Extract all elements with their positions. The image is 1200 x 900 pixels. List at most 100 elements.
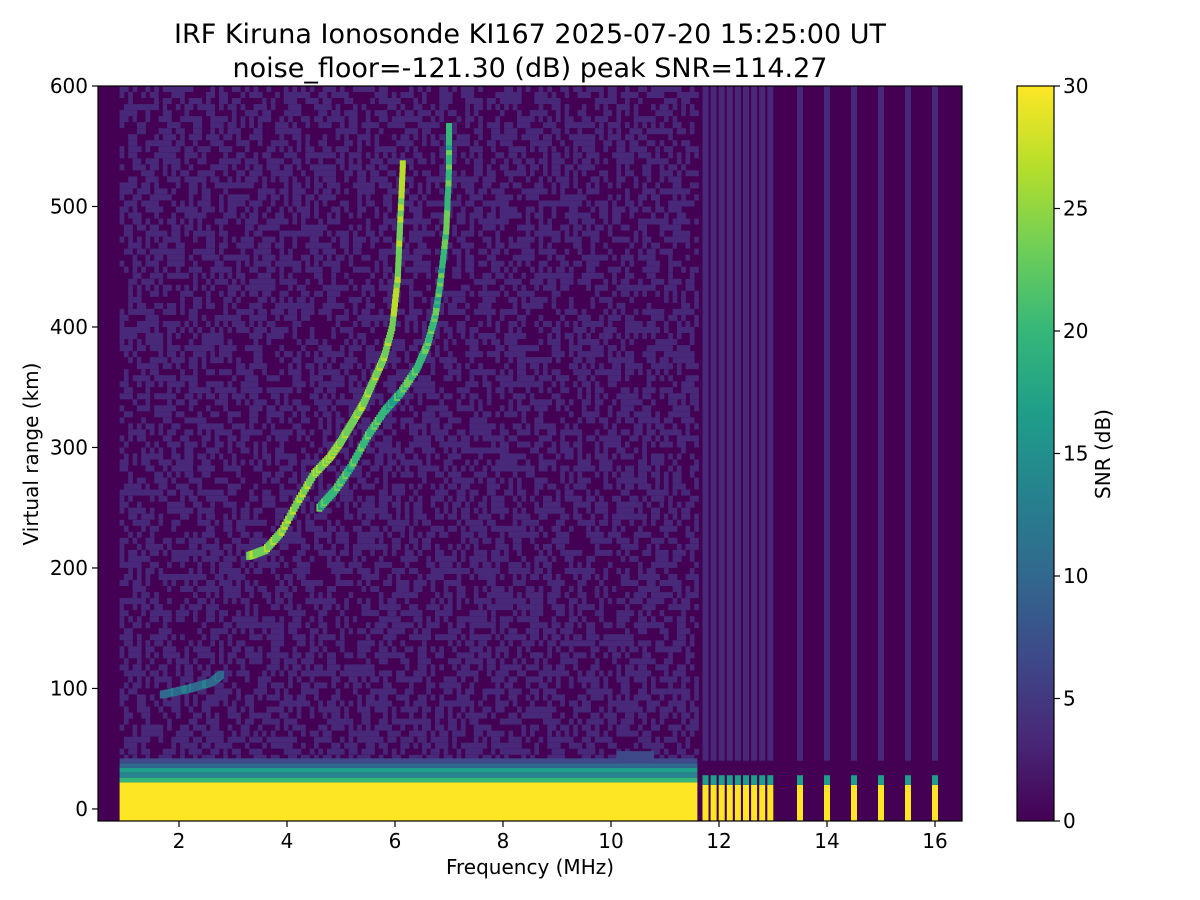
noise-cell <box>283 736 289 743</box>
noise-cell <box>409 706 414 713</box>
noise-cell <box>383 495 388 502</box>
noise-cell <box>283 399 289 406</box>
noise-cell <box>331 549 336 556</box>
noise-cell <box>378 98 384 104</box>
noise-cell <box>391 706 397 713</box>
noise-cell <box>370 483 375 490</box>
noise-cell <box>171 92 177 98</box>
noise-cell <box>279 302 285 309</box>
noise-cell <box>331 513 336 520</box>
noise-cell <box>223 278 228 285</box>
noise-cell <box>396 694 401 701</box>
noise-cell <box>387 465 393 472</box>
noise-cell <box>435 278 440 285</box>
noise-cell <box>335 302 341 309</box>
noise-cell <box>452 110 457 117</box>
noise-cell <box>119 537 125 544</box>
noise-cell <box>257 688 263 695</box>
noise-cell <box>210 658 215 665</box>
noise-cell <box>279 260 285 267</box>
noise-cell <box>197 652 203 659</box>
noise-cell <box>123 224 129 231</box>
noise-cell <box>227 236 233 243</box>
noise-cell <box>128 513 133 520</box>
noise-cell <box>167 194 172 201</box>
noise-cell <box>244 345 250 352</box>
noise-cell <box>123 598 129 605</box>
noise-cell <box>322 345 328 352</box>
noise-cell <box>422 387 427 394</box>
noise-cell <box>387 670 393 677</box>
noise-cell <box>292 495 298 502</box>
noise-cell <box>391 604 397 611</box>
noise-cell <box>443 339 449 345</box>
noise-cell <box>344 543 349 550</box>
noise-cell <box>158 345 164 352</box>
noise-cell <box>266 357 272 364</box>
noise-cell <box>460 495 466 502</box>
noise-cell <box>348 272 354 279</box>
noise-cell <box>262 314 267 321</box>
noise-cell <box>249 700 254 707</box>
noise-cell <box>318 164 323 171</box>
noise-cell <box>266 194 272 201</box>
noise-cell <box>219 387 224 394</box>
noise-cell <box>141 266 146 273</box>
noise-cell <box>223 670 228 677</box>
noise-cell <box>249 224 254 231</box>
noise-cell <box>279 278 285 285</box>
noise-cell <box>322 308 328 315</box>
noise-cell <box>409 441 414 448</box>
noise-cell <box>339 236 345 243</box>
noise-cell <box>409 718 414 725</box>
noise-cell <box>301 254 306 261</box>
noise-cell <box>292 411 298 418</box>
noise-cell <box>167 724 172 731</box>
noise-cell <box>322 369 328 376</box>
noise-cell <box>206 459 211 466</box>
noise-cell <box>439 212 444 219</box>
noise-cell <box>219 694 224 701</box>
noise-cell <box>318 266 323 273</box>
noise-cell <box>253 170 259 177</box>
noise-cell <box>219 604 224 611</box>
noise-cell <box>223 236 228 243</box>
noise-cell <box>253 351 259 358</box>
noise-cell <box>435 507 440 514</box>
noise-cell <box>231 459 237 466</box>
noise-cell <box>266 242 272 249</box>
noise-cell <box>443 586 449 592</box>
noise-cell <box>348 700 354 707</box>
noise-cell <box>374 260 380 267</box>
noise-cell <box>400 531 406 538</box>
noise-cell <box>158 357 164 364</box>
noise-cell <box>322 507 328 514</box>
noise-cell <box>175 712 181 719</box>
noise-cell <box>456 652 462 659</box>
noise-cell <box>383 272 388 279</box>
noise-cell <box>167 640 172 647</box>
noise-cell <box>158 610 164 617</box>
noise-cell <box>374 664 380 671</box>
noise-cell <box>292 92 298 98</box>
noise-cell <box>314 200 319 207</box>
noise-cell <box>219 140 224 147</box>
noise-cell <box>309 592 315 599</box>
noise-cell <box>439 387 444 394</box>
noise-cell <box>128 555 133 562</box>
noise-cell <box>391 357 397 364</box>
noise-cell <box>439 218 444 225</box>
noise-cell <box>460 507 466 514</box>
noise-cell <box>180 308 185 315</box>
noise-cell <box>327 194 332 201</box>
noise-cell <box>288 676 293 683</box>
noise-cell <box>128 429 133 436</box>
noise-cell <box>132 555 138 562</box>
noise-cell <box>370 182 375 189</box>
noise-cell <box>227 519 233 526</box>
noise-cell <box>223 519 228 526</box>
noise-cell <box>357 314 362 321</box>
noise-cell <box>270 387 276 394</box>
noise-cell <box>439 634 444 641</box>
noise-cell <box>331 152 336 159</box>
